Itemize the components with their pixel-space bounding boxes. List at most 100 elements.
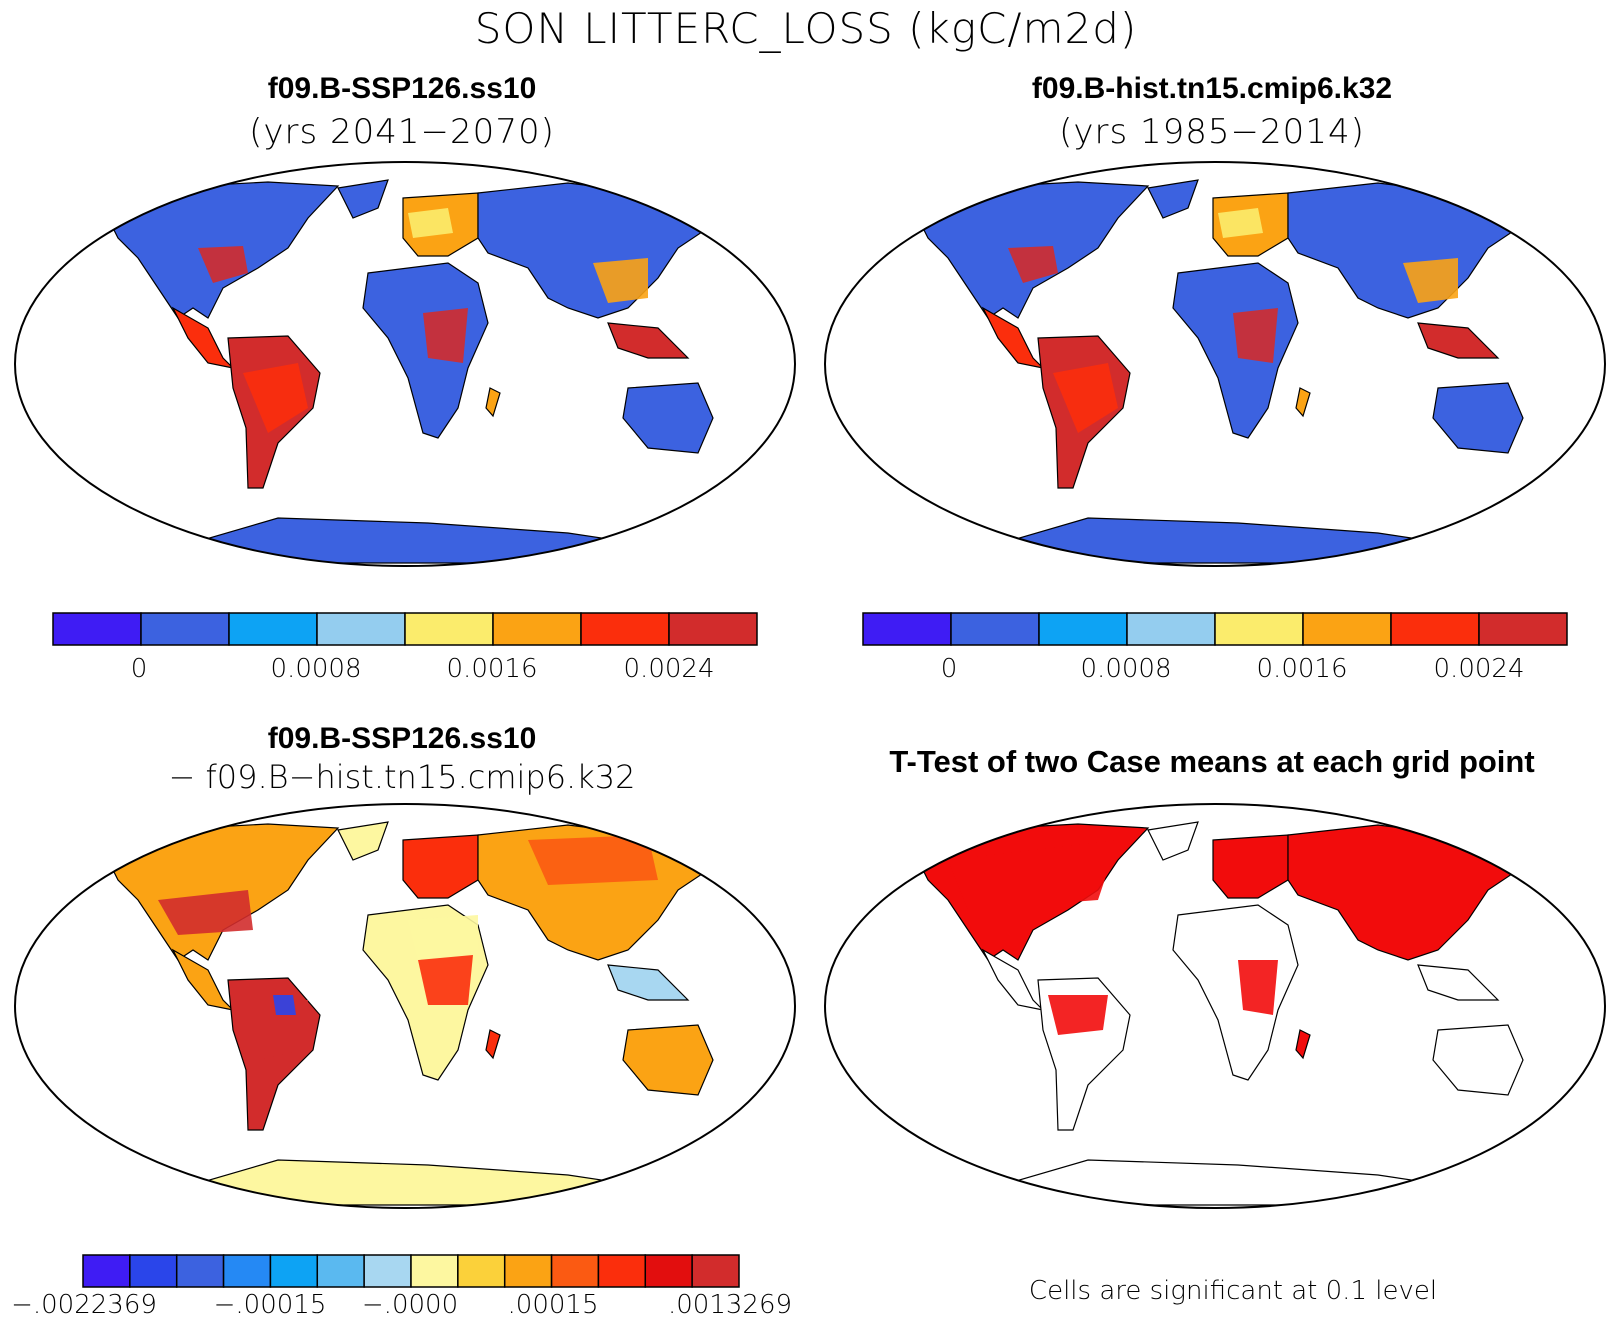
map-frame — [824, 161, 1606, 567]
continent-indonesia — [1417, 322, 1500, 359]
colorbar-swatch — [1478, 612, 1568, 646]
colorbar-swatch — [1214, 612, 1304, 646]
colorbar-swatch — [316, 612, 406, 646]
field-patch — [1048, 995, 1108, 1035]
colorbar-swatch — [644, 1254, 693, 1288]
map-top-right — [824, 161, 1606, 567]
colorbar-swatch — [175, 1254, 225, 1288]
tl-tick-2: 0.0016 — [446, 654, 538, 684]
continent-madagascar — [485, 387, 501, 418]
map-top-left — [14, 161, 796, 567]
colorbar-swatch — [52, 612, 142, 646]
field-patch — [1403, 258, 1458, 303]
field-patch — [418, 955, 473, 1005]
map-frame — [824, 803, 1606, 1209]
colorbar-swatch — [228, 612, 318, 646]
continent-greenland — [337, 821, 389, 861]
colorbar-swatch — [580, 612, 670, 646]
colorbar-swatch — [492, 612, 582, 646]
colorbar-swatches — [52, 612, 758, 646]
map-bottom-left — [14, 803, 796, 1209]
colorbar-swatch — [1390, 612, 1480, 646]
bl-tick-3: .00015 — [507, 1290, 599, 1320]
continent-indonesia — [607, 322, 690, 359]
continent-greenland — [1147, 821, 1199, 861]
tl-tick-0: 0 — [130, 654, 148, 684]
field-patch — [1238, 960, 1278, 1015]
colorbar-swatches — [862, 612, 1568, 646]
colorbar-swatch — [129, 1254, 178, 1288]
colorbar-swatch — [1038, 612, 1128, 646]
bl-tick-1: −.00015 — [213, 1290, 327, 1320]
colorbar-swatch — [862, 612, 952, 646]
field-patch — [408, 915, 478, 960]
colorbar-swatch — [363, 1254, 412, 1288]
figure-title: SON LITTERC_LOSS (kgC/m2d) — [474, 4, 1138, 53]
field-patch — [273, 995, 296, 1015]
colorbar-swatch — [503, 1254, 553, 1288]
bl-tick-2: −.0000 — [361, 1290, 459, 1320]
colorbar-bottom-left — [82, 1254, 740, 1288]
field-patch — [948, 840, 1118, 910]
continent-indonesia — [607, 964, 690, 1001]
continent-madagascar — [1295, 387, 1311, 418]
tr-tick-2: 0.0016 — [1256, 654, 1348, 684]
panel-bl-subtitle: − f09.B−hist.tn15.cmip6.k32 — [168, 758, 636, 796]
continent-greenland — [337, 179, 389, 219]
colorbar-swatch — [1126, 612, 1216, 646]
continent-madagascar — [1295, 1029, 1311, 1060]
continent-africa — [1172, 262, 1299, 439]
field-patch — [593, 258, 648, 303]
continent-australia — [1432, 1024, 1524, 1096]
colorbar-swatch — [82, 1254, 131, 1288]
panel-tr-case: f09.B-hist.tn15.cmip6.k32 — [1031, 72, 1393, 105]
tr-tick-0: 0 — [940, 654, 958, 684]
map-frame — [14, 161, 796, 567]
colorbar-swatch — [1302, 612, 1392, 646]
colorbar-swatch — [316, 1254, 365, 1288]
continent-australia — [1432, 382, 1524, 454]
continent-africa — [1172, 904, 1299, 1081]
colorbar-swatches — [82, 1254, 740, 1288]
tr-tick-1: 0.0008 — [1080, 654, 1172, 684]
field-patch — [1218, 208, 1263, 238]
colorbar-swatch — [668, 612, 758, 646]
colorbar-swatch — [550, 1254, 600, 1288]
field-patch — [1053, 363, 1118, 433]
colorbar-top-left — [52, 612, 758, 646]
colorbar-swatch — [269, 1254, 319, 1288]
colorbar-swatch — [457, 1254, 506, 1288]
colorbar-swatch — [691, 1254, 740, 1288]
colorbar-swatch — [597, 1254, 647, 1288]
field-patch — [1008, 246, 1058, 283]
panel-tr-years: (yrs 1985−2014) — [1059, 112, 1365, 152]
map-frame — [14, 803, 796, 1209]
field-patch — [243, 363, 308, 433]
panel-br-title: T-Test of two Case means at each grid po… — [889, 744, 1535, 779]
map-bottom-right — [824, 803, 1606, 1209]
tr-tick-3: 0.0024 — [1433, 654, 1525, 684]
colorbar-swatch — [410, 1254, 459, 1288]
colorbar-swatch — [950, 612, 1040, 646]
continent-australia — [622, 1024, 714, 1096]
continent-madagascar — [485, 1029, 501, 1060]
colorbar-swatch — [140, 612, 230, 646]
panel-tl-years: (yrs 2041−2070) — [249, 112, 555, 152]
colorbar-swatch — [222, 1254, 272, 1288]
continent-africa — [362, 262, 489, 439]
panel-bl-case: f09.B-SSP126.ss10 — [267, 722, 537, 755]
bl-tick-0: −.0022369 — [11, 1290, 157, 1320]
continent-indonesia — [1417, 964, 1500, 1001]
significance-note: Cells are significant at 0.1 level — [1028, 1276, 1438, 1306]
field-patch — [528, 835, 658, 885]
field-patch — [158, 890, 253, 935]
field-patch — [408, 208, 453, 238]
bl-tick-4: .0013269 — [667, 1290, 793, 1320]
field-patch — [198, 246, 248, 283]
colorbar-swatch — [404, 612, 494, 646]
continent-greenland — [1147, 179, 1199, 219]
field-patch — [423, 308, 468, 363]
tl-tick-3: 0.0024 — [623, 654, 715, 684]
field-patch — [1233, 308, 1278, 363]
continent-australia — [622, 382, 714, 454]
